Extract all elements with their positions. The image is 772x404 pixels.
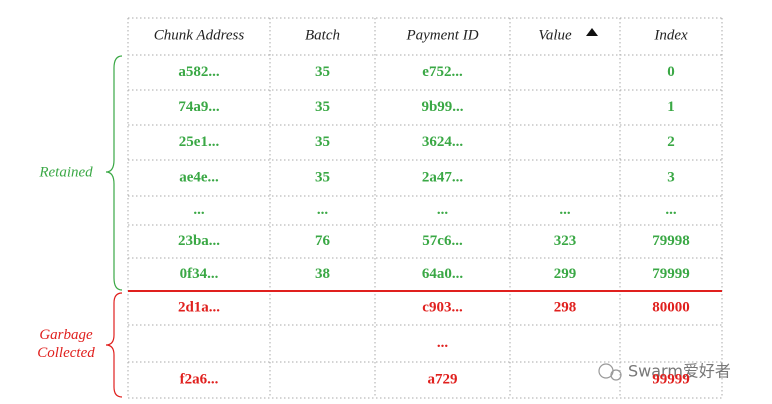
cell: 79998 — [652, 233, 690, 249]
sort-arrow — [586, 28, 598, 36]
cell: 2a47... — [422, 169, 464, 185]
cell: 1 — [667, 99, 675, 115]
cell: ae4e... — [179, 169, 219, 185]
cell: 0 — [667, 64, 675, 80]
cell: 35 — [315, 99, 330, 115]
cell: 3 — [667, 169, 675, 185]
cell: 25e1... — [179, 134, 220, 150]
group-label: Retained — [38, 164, 93, 180]
column-header: Payment ID — [405, 27, 478, 43]
group-label: Collected — [37, 345, 95, 361]
cell: ... — [437, 202, 449, 218]
cell: 3624... — [422, 134, 464, 150]
garbage-brace — [105, 292, 123, 398]
cell: ... — [665, 202, 677, 218]
cell: ... — [193, 202, 205, 218]
cell: 35 — [315, 169, 330, 185]
cell: 23ba... — [178, 233, 220, 249]
cell: 80000 — [652, 299, 690, 315]
cell: 299 — [554, 266, 577, 282]
cell: ... — [437, 335, 449, 351]
cell: ... — [559, 202, 571, 218]
cell: 76 — [315, 233, 331, 249]
cell: f2a6... — [180, 371, 219, 387]
cell: 35 — [315, 134, 330, 150]
cell: 99999 — [652, 371, 690, 387]
cell: 298 — [554, 299, 577, 315]
cell: 2 — [667, 134, 675, 150]
cell: 0f34... — [180, 266, 219, 282]
cell: 2d1a... — [178, 299, 220, 315]
column-header: Index — [653, 27, 688, 43]
cell: a582... — [178, 64, 220, 80]
cell: 9b99... — [421, 99, 463, 115]
cell: a729 — [428, 371, 458, 387]
cell: 35 — [315, 64, 330, 80]
cell: 38 — [315, 266, 330, 282]
cell: ... — [317, 202, 329, 218]
watermark: Swarm爱好者 — [598, 362, 731, 381]
watermark-text: Swarm爱好者 — [628, 362, 731, 381]
column-header: Chunk Address — [154, 27, 245, 43]
retained-brace — [105, 55, 123, 291]
column-header: Value — [538, 27, 572, 43]
cell: 323 — [554, 233, 577, 249]
cell: 79999 — [652, 266, 690, 282]
cell: 57c6... — [422, 233, 463, 249]
cell: e752... — [422, 64, 463, 80]
grid — [127, 17, 723, 399]
cell: 74a9... — [178, 99, 220, 115]
column-header: Batch — [305, 27, 340, 43]
cell: c903... — [422, 299, 463, 315]
watermark-icon — [610, 369, 622, 381]
group-label: Garbage — [39, 327, 93, 343]
cell: 64a0... — [422, 266, 464, 282]
